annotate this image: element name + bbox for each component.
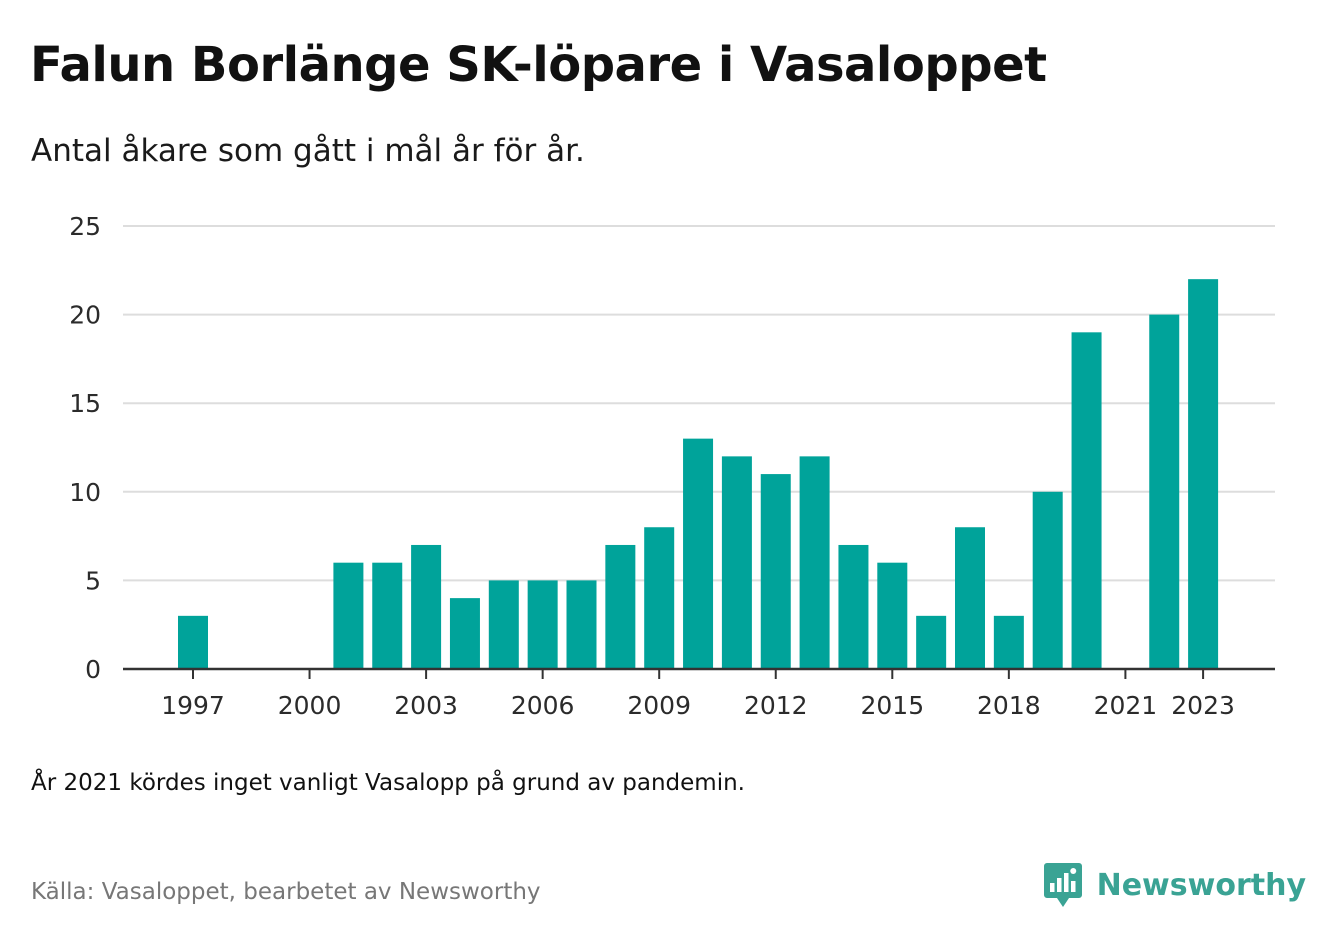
bar: [488, 580, 519, 669]
x-tick-label: 1997: [161, 691, 225, 720]
bar: [877, 562, 908, 669]
chart-subtitle: Antal åkare som gått i mål år för år.: [31, 133, 585, 169]
bar: [411, 544, 442, 669]
bar: [1188, 279, 1219, 669]
chart-note: År 2021 kördes inget vanligt Vasalopp på…: [31, 770, 745, 796]
tick-labels: 0 5 10 15 20 25 1997 2000 2003 2006 2009 2012 2015 20…: [69, 212, 1235, 720]
bar: [178, 615, 208, 669]
x-tick-label: 2000: [278, 691, 342, 720]
bar: [372, 562, 403, 669]
y-tick-label: 0: [85, 655, 101, 684]
x-tick-label: 2018: [977, 691, 1041, 720]
chart-title: Falun Borlänge SK-löpare i Vasaloppet: [30, 37, 1047, 93]
x-tick-label: 2023: [1171, 691, 1235, 720]
source-credit: Källa: Vasaloppet, bearbetet av Newswort…: [31, 879, 541, 905]
bar: [605, 544, 636, 669]
bar: [1032, 491, 1063, 669]
bar: [721, 456, 752, 669]
x-axis: [123, 667, 1275, 679]
bars: [178, 279, 1219, 669]
x-tick-label: 2012: [744, 691, 808, 720]
bar: [566, 580, 597, 669]
bar: [644, 527, 675, 669]
x-tick-label: 2009: [627, 691, 691, 720]
bar: [683, 438, 714, 669]
y-tick-label: 15: [69, 389, 101, 418]
bar: [993, 615, 1024, 669]
brand-logo: Newsworthy: [1043, 860, 1306, 910]
bar: [916, 615, 947, 669]
bar-chart: 0 5 10 15 20 25 1997 2000 2003 2006 2009 2012 2015 20…: [69, 212, 1275, 720]
bar: [955, 527, 985, 669]
bar: [760, 474, 791, 669]
bar: [799, 456, 830, 669]
brand-name: Newsworthy: [1096, 867, 1306, 903]
y-tick-label: 5: [85, 566, 101, 595]
bar: [1149, 314, 1180, 669]
bar: [333, 562, 364, 669]
newsworthy-logo-icon: [1043, 863, 1082, 907]
y-tick-label: 20: [69, 301, 101, 330]
bar: [838, 544, 869, 669]
x-tick-label: 2015: [860, 691, 924, 720]
x-tick-label: 2021: [1094, 691, 1158, 720]
x-tick-label: 2006: [511, 691, 575, 720]
y-tick-label: 25: [69, 212, 101, 241]
bar: [449, 598, 480, 669]
y-tick-label: 10: [69, 478, 101, 507]
bar: [527, 580, 558, 669]
bar: [1071, 332, 1102, 669]
x-tick-label: 2003: [394, 691, 458, 720]
